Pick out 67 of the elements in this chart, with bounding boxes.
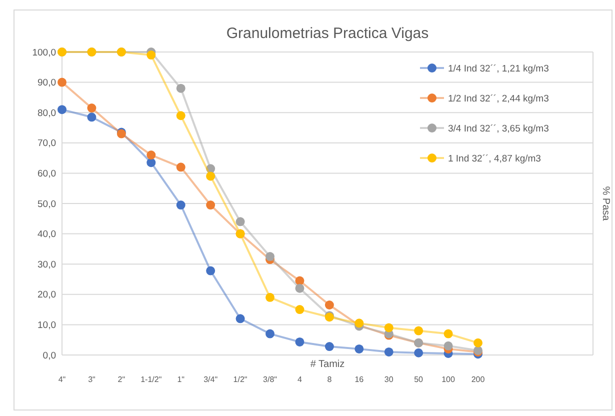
point xyxy=(384,347,394,356)
x-tick-label: 3/8" xyxy=(263,375,278,384)
point xyxy=(87,104,96,113)
x-tick-label: 16 xyxy=(354,375,364,384)
point xyxy=(295,305,304,314)
point xyxy=(206,172,216,181)
x-tick-label: 8 xyxy=(327,375,332,384)
legend-label: 1 Ind 32´´, 4,87 kg/m3 xyxy=(448,153,541,164)
point xyxy=(58,78,66,87)
y-tick-label: 100,0 xyxy=(32,47,56,58)
point xyxy=(146,150,156,160)
y-tick-label: 20,0 xyxy=(38,290,56,301)
x-axis-title: # Tamiz xyxy=(310,359,345,370)
legend-label: 1/4 Ind 32´´, 1,21 kg/m3 xyxy=(448,63,549,74)
y-tick-label: 70,0 xyxy=(38,138,56,150)
x-tick-label: 50 xyxy=(414,375,424,384)
x-tick-label: 3/4" xyxy=(204,375,218,384)
x-tick-label: 200 xyxy=(471,375,486,384)
text: % Pasa xyxy=(600,186,611,222)
y-tick-label: 80,0 xyxy=(38,108,56,119)
point xyxy=(414,348,424,358)
x-tick-label: 4" xyxy=(58,375,66,384)
y-tick-label: 10,0 xyxy=(38,320,56,332)
legend-label: 1/2 Ind 32´´, 2,44 kg/m3 xyxy=(448,93,549,104)
y-tick-label: 60,0 xyxy=(38,168,56,180)
y-tick-label: 50,0 xyxy=(38,198,56,210)
point xyxy=(266,252,274,262)
x-tick-label: 1/2" xyxy=(233,375,248,384)
x-tick-label: 4 xyxy=(297,375,302,384)
point xyxy=(295,276,304,286)
point xyxy=(474,338,482,348)
x-tick-label: 3" xyxy=(88,375,96,384)
point xyxy=(414,326,424,336)
point xyxy=(146,158,156,168)
x-tick-label: 1" xyxy=(177,375,185,384)
point xyxy=(295,337,304,346)
point xyxy=(444,329,453,338)
point xyxy=(58,105,66,114)
point xyxy=(236,314,245,324)
point xyxy=(206,200,216,210)
legend-label: 3/4 Ind 32´´, 3,65 kg/m3 xyxy=(448,123,549,134)
point xyxy=(295,284,304,293)
point xyxy=(266,329,274,338)
point xyxy=(176,111,186,120)
point xyxy=(324,300,334,310)
y-tick-label: 0,0 xyxy=(42,350,56,362)
point xyxy=(176,84,186,93)
point xyxy=(146,50,156,60)
point xyxy=(444,341,453,350)
x-tick-label: 1-1/2" xyxy=(140,375,162,384)
point xyxy=(354,344,364,354)
point xyxy=(266,292,274,302)
y-tick-label: 90,0 xyxy=(38,78,56,89)
y-tick-label: 40,0 xyxy=(38,229,56,240)
x-tick-label: 100 xyxy=(442,375,456,384)
y-tick-label: 30,0 xyxy=(38,259,56,270)
point xyxy=(206,164,216,174)
point xyxy=(324,342,334,352)
x-tick-label: 30 xyxy=(384,375,394,384)
point xyxy=(87,112,96,122)
x-tick-label: 2" xyxy=(118,375,126,384)
point xyxy=(236,217,245,226)
point xyxy=(384,323,394,332)
point xyxy=(176,200,186,210)
point xyxy=(176,162,186,172)
chart-title: Granulometrias Practica Vigas xyxy=(226,25,429,42)
point xyxy=(206,266,216,276)
